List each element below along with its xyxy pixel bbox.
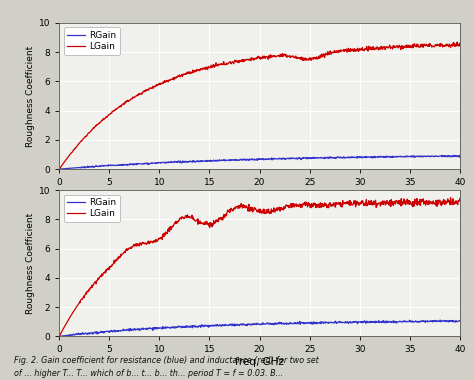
LGain: [369, 200, 374, 205]
RGain: [97, 164, 103, 169]
LGain: [56, 167, 62, 171]
RGain: [233, 322, 238, 327]
Legend: RGain, LGain: RGain, LGain: [64, 195, 120, 222]
LGain: [376, 201, 382, 205]
LGain: [376, 48, 382, 52]
Line: RGain: RGain: [59, 155, 460, 169]
RGain: [369, 155, 374, 160]
LGain: [233, 60, 238, 64]
RGain: [219, 324, 224, 328]
LGain: [455, 40, 460, 44]
RGain: [219, 158, 224, 162]
RGain: [369, 320, 374, 325]
Y-axis label: Roughness Coefficient: Roughness Coefficient: [26, 45, 35, 147]
RGain: [457, 153, 463, 158]
LGain: [331, 201, 337, 206]
LGain: [219, 217, 224, 222]
Line: RGain: RGain: [59, 320, 460, 336]
RGain: [451, 153, 457, 158]
RGain: [97, 330, 103, 334]
RGain: [233, 158, 238, 162]
Y-axis label: Roughness Coefficient: Roughness Coefficient: [26, 212, 35, 314]
RGain: [438, 318, 443, 322]
RGain: [56, 334, 62, 339]
LGain: [331, 49, 337, 53]
RGain: [376, 155, 382, 159]
LGain: [457, 41, 463, 46]
LGain: [56, 334, 62, 339]
RGain: [331, 320, 337, 324]
LGain: [448, 195, 454, 200]
RGain: [56, 167, 62, 171]
LGain: [219, 61, 224, 66]
LGain: [97, 120, 103, 125]
LGain: [369, 46, 374, 50]
RGain: [376, 318, 382, 323]
X-axis label: freq, GHz: freq, GHz: [235, 190, 284, 200]
Legend: RGain, LGain: RGain, LGain: [64, 27, 120, 55]
Line: LGain: LGain: [59, 42, 460, 169]
RGain: [331, 155, 337, 160]
Line: LGain: LGain: [59, 198, 460, 336]
Text: Fig. 2. Gain coefficient for resistance (blue) and inductance (red) for two set: Fig. 2. Gain coefficient for resistance …: [14, 356, 319, 365]
LGain: [97, 274, 103, 279]
X-axis label: freq, GHz: freq, GHz: [235, 357, 284, 367]
Text: of ... higher T... T... which of b... t... b... th... period T = f = 0.03. B...: of ... higher T... T... which of b... t.…: [14, 369, 283, 378]
LGain: [457, 196, 463, 201]
LGain: [233, 206, 238, 211]
RGain: [457, 318, 463, 323]
